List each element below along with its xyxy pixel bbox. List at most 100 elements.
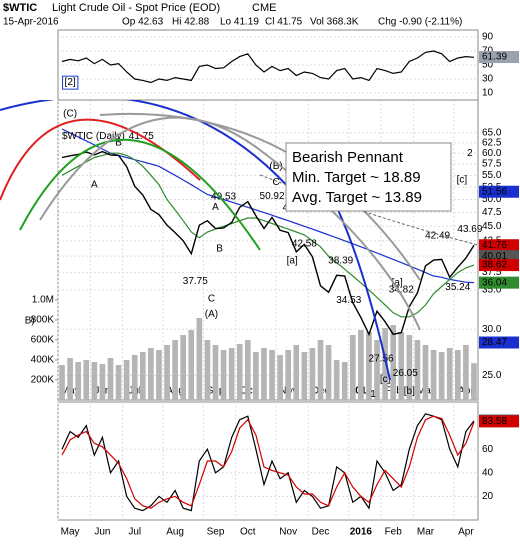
x-tick-label: Jun xyxy=(94,527,110,538)
annotation: 26.05 xyxy=(393,368,418,379)
value-tag-label: 28.47 xyxy=(482,337,507,348)
volume-bar xyxy=(309,348,316,400)
value-tag xyxy=(479,239,519,252)
symbol: $WTIC xyxy=(3,2,37,14)
x-tick-label: Apr xyxy=(458,527,474,538)
volume-bar xyxy=(196,318,203,400)
y-tick-label: 45.0 xyxy=(482,221,502,232)
annotation-box xyxy=(62,75,79,90)
y-tick-label: 30 xyxy=(482,74,494,85)
volume-bar xyxy=(148,348,154,400)
annotation: 43.69 xyxy=(457,224,482,235)
volume-bar xyxy=(471,363,477,400)
x-tick-label: Oct xyxy=(240,527,256,538)
volume-bar xyxy=(301,352,308,400)
volume-bar xyxy=(244,340,251,400)
high: Hi 42.88 xyxy=(172,17,210,28)
value-tag xyxy=(479,276,519,289)
x-tick-label: Feb xyxy=(385,527,403,538)
annotation: [c] xyxy=(457,175,468,186)
pennant-title: Bearish Pennant xyxy=(292,149,404,166)
annotation: (B) xyxy=(269,161,282,172)
annotation: 2 xyxy=(467,148,473,159)
volume-bar xyxy=(293,345,300,400)
annotation: (C) xyxy=(63,109,77,120)
x-tick-label: Mar xyxy=(417,527,435,538)
x-tick-label: Sep xyxy=(207,527,225,538)
y-tick-label: 30.0 xyxy=(482,324,502,335)
x-tick-label: Aug xyxy=(166,527,184,538)
volume-bar xyxy=(406,335,413,400)
y-tick-label: 50 xyxy=(482,60,494,71)
annotation: B) xyxy=(25,316,35,327)
pennant-avg: Avg. Target ~ 13.89 xyxy=(292,189,422,206)
fib-arcs xyxy=(0,100,478,381)
panel: 25.030.035.037.540.042.545.047.550.052.5… xyxy=(25,99,519,401)
volume-bar xyxy=(414,340,421,400)
volume-bar xyxy=(123,360,130,400)
y-tick-label: 10 xyxy=(482,88,494,99)
volume-bar xyxy=(83,360,90,400)
volume-bar xyxy=(454,350,461,400)
volume-bar xyxy=(341,362,348,400)
series-line xyxy=(61,50,475,84)
value-tag xyxy=(479,415,519,428)
y-tick-label: 47.5 xyxy=(482,207,502,218)
volume-bar xyxy=(180,335,187,400)
volume-bar xyxy=(390,325,397,400)
annotation: 37.75 xyxy=(183,276,208,287)
pennant-box xyxy=(285,142,452,212)
annotation: A xyxy=(212,202,219,213)
volume-bar xyxy=(382,328,388,400)
legend-name: $WTIC (Daily) xyxy=(62,131,125,142)
annotation: C xyxy=(272,177,279,188)
annotation: [a] xyxy=(392,278,403,289)
low: Lo 41.19 xyxy=(220,17,259,28)
instrument-name: Light Crude Oil - Spot Price (EOD) xyxy=(52,2,220,14)
y2-tick-label: 200K xyxy=(31,375,55,386)
volume-bar xyxy=(67,358,73,400)
volume-bar xyxy=(188,330,195,400)
volume-bar xyxy=(107,358,114,400)
volume-bar xyxy=(91,362,98,400)
panel: 103050709061.39[2] xyxy=(57,29,519,101)
arc xyxy=(39,116,421,331)
annotation: (A) xyxy=(205,309,218,320)
volume-bar xyxy=(253,352,259,400)
y-tick-label: 60 xyxy=(482,444,494,455)
annotation: [a] xyxy=(287,255,298,266)
volume-bar xyxy=(139,352,146,400)
volume-bar xyxy=(131,355,138,400)
volume-bar xyxy=(204,340,211,400)
volume-bar xyxy=(358,330,364,400)
volume-bar xyxy=(156,350,162,400)
volume-bar xyxy=(463,345,469,400)
value-tag xyxy=(479,336,519,349)
annotation: A xyxy=(91,179,98,190)
series-line xyxy=(61,128,475,284)
value-tag xyxy=(479,250,519,263)
volume-bar xyxy=(212,345,219,400)
annotation: 35.24 xyxy=(445,282,470,293)
change: Chg -0.90 (-2.11%) xyxy=(378,17,462,28)
value-tag-label: 41.76 xyxy=(482,240,507,251)
exchange: CME xyxy=(252,2,276,14)
annotation: 38.39 xyxy=(328,255,353,266)
volume-bar xyxy=(422,345,429,400)
volume-bar xyxy=(374,340,380,400)
series-line xyxy=(61,150,475,337)
volume-bar xyxy=(164,345,170,400)
annotation: [b] xyxy=(404,386,415,397)
value-tag-label: 36.04 xyxy=(482,277,507,288)
volume-bar xyxy=(446,348,453,400)
value-tag-label: 83.58 xyxy=(482,416,507,427)
close: Cl 41.75 xyxy=(265,17,303,28)
volume-bar xyxy=(172,340,178,400)
date: 15-Apr-2016 xyxy=(3,17,59,28)
volume-bar xyxy=(236,344,243,400)
y-tick-label: 40 xyxy=(482,467,494,478)
x-tick-label: May xyxy=(61,527,80,538)
y-tick-label: 55.0 xyxy=(482,170,502,181)
y-tick-label: 62.5 xyxy=(482,138,502,149)
